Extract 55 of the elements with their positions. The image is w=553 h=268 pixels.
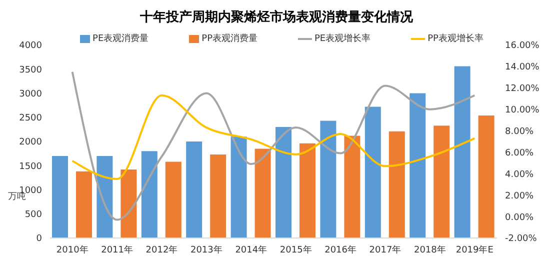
bar: [344, 136, 360, 238]
y-tick-label: 1500: [19, 162, 42, 172]
y2-tick-label: 4.00%: [505, 170, 534, 180]
x-tick-label: 2011年: [101, 244, 134, 256]
x-tick-label: 2016年: [324, 244, 357, 256]
bar: [434, 126, 450, 238]
x-tick-label: 2017年: [369, 244, 402, 256]
bar: [478, 115, 494, 238]
y-tick-label: 3000: [19, 89, 42, 100]
bar: [276, 127, 292, 238]
y-tick-label: 500: [24, 210, 42, 220]
y-tick-label: 0: [36, 234, 42, 244]
bar: [388, 131, 405, 238]
bar: [254, 148, 271, 238]
bar: [364, 106, 381, 238]
y2-tick-label: 12.00%: [505, 84, 540, 94]
y-tick-label: 2000: [19, 138, 42, 148]
bar: [186, 142, 202, 238]
chart-title: 十年投产周期内聚烯烃市场表观消费量变化情况: [139, 8, 414, 27]
y2-tick-label: 16.00%: [505, 41, 540, 52]
y-tick-label: 3500: [19, 65, 42, 76]
y2-tick-label: 0.00%: [505, 212, 534, 223]
bar: [410, 93, 426, 238]
x-tick-label: 2012年: [146, 244, 178, 256]
bar: [320, 120, 336, 238]
x-tick-label: 2010年: [56, 244, 88, 256]
y-tick-label: 4000: [19, 41, 42, 52]
bar: [120, 169, 137, 238]
y2-tick-label: 14.00%: [505, 62, 540, 73]
bar: [230, 136, 247, 238]
line-series: [71, 94, 476, 180]
bar: [300, 143, 316, 238]
legend-label: PP表观增长率: [426, 32, 484, 45]
bar: [96, 156, 113, 238]
bar: [52, 156, 68, 238]
bar: [210, 154, 226, 238]
y2-tick-label: 2.00%: [505, 191, 534, 202]
y2-tick-label: -2.00%: [505, 234, 538, 244]
y-tick-label: 2500: [19, 114, 42, 124]
bar: [165, 162, 182, 238]
x-tick-label: 2013年: [190, 244, 222, 256]
x-tick-label: 2015年: [280, 244, 312, 256]
x-tick-label: 2019年E: [456, 244, 494, 256]
y2-tick-label: 8.00%: [505, 126, 534, 137]
x-tick-label: 2018年: [414, 244, 446, 256]
legend-label: PE表观消费量: [92, 32, 149, 45]
x-tick-label: 2014年: [235, 244, 268, 256]
y2-tick-label: 6.00%: [505, 148, 534, 158]
bar: [141, 151, 158, 238]
line-series: [71, 70, 476, 221]
legend-label: PP表观消费量: [200, 32, 258, 45]
y2-tick-label: 10.00%: [505, 106, 540, 116]
bar: [76, 171, 92, 238]
legend-label: PE表观增长率: [314, 32, 371, 45]
bar: [454, 66, 470, 238]
